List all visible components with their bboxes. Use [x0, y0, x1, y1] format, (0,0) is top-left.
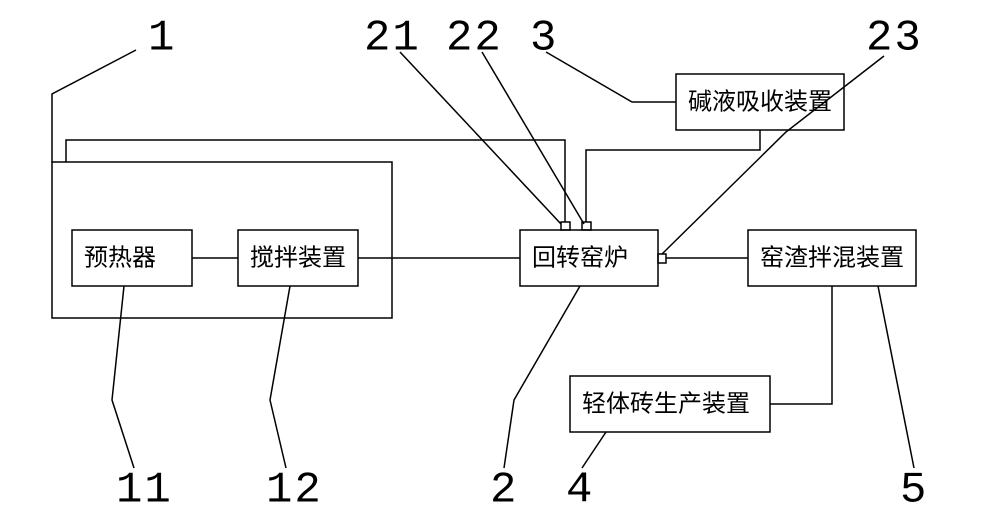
- preheater-label: 预热器: [84, 245, 156, 272]
- kiln-right-port: [658, 254, 666, 263]
- callout-11: 11: [116, 466, 173, 516]
- callout-4-line: [582, 432, 606, 468]
- callout-21: 21: [364, 14, 421, 64]
- kiln-label: 回转窑炉: [532, 245, 628, 272]
- kiln-top-port-a: [561, 222, 570, 230]
- kiln-node: 回转窑炉: [520, 222, 666, 286]
- mixer-node: 搅拌装置: [238, 230, 358, 286]
- callout-2-line: [504, 286, 580, 468]
- callout-1-line: [52, 50, 136, 162]
- callout-3: 3: [530, 14, 558, 64]
- absorber-label: 碱液吸收装置: [688, 89, 832, 116]
- edge-slagmixer-brick: [770, 286, 832, 404]
- slag-mixer-node: 窑渣拌混装置: [748, 230, 916, 286]
- callout-22-line: [482, 52, 584, 224]
- diagram-canvas: 预热器 搅拌装置 回转窑炉 碱液吸收装置 窑渣拌混装置 轻体砖生产装置 1: [0, 0, 1000, 521]
- edge-kiln-absorber: [586, 130, 760, 222]
- absorber-node: 碱液吸收装置: [676, 74, 844, 130]
- callout-4: 4: [566, 466, 594, 516]
- brick-node: 轻体砖生产装置: [570, 376, 770, 432]
- callout-5-line: [878, 286, 914, 468]
- callout-22: 22: [446, 14, 503, 64]
- mixer-label: 搅拌装置: [250, 245, 346, 272]
- callout-3-line: [546, 52, 676, 102]
- callout-12: 12: [266, 466, 323, 516]
- callout-2: 2: [490, 466, 518, 516]
- brick-label: 轻体砖生产装置: [582, 391, 750, 418]
- slag-mixer-label: 窑渣拌混装置: [760, 245, 904, 272]
- callout-1: 1: [148, 14, 176, 64]
- callout-5: 5: [900, 466, 928, 516]
- preheater-node: 预热器: [72, 230, 192, 286]
- callout-21-line: [400, 52, 561, 224]
- callout-23: 23: [866, 14, 923, 64]
